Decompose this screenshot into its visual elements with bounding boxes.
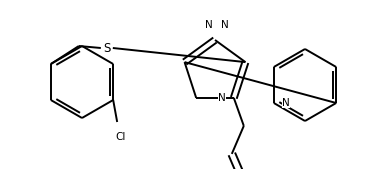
Text: Cl: Cl	[115, 132, 125, 142]
Text: N: N	[221, 20, 229, 30]
Text: N: N	[205, 20, 213, 30]
Text: S: S	[103, 42, 110, 54]
Text: N: N	[218, 93, 226, 103]
Text: N: N	[282, 98, 290, 108]
